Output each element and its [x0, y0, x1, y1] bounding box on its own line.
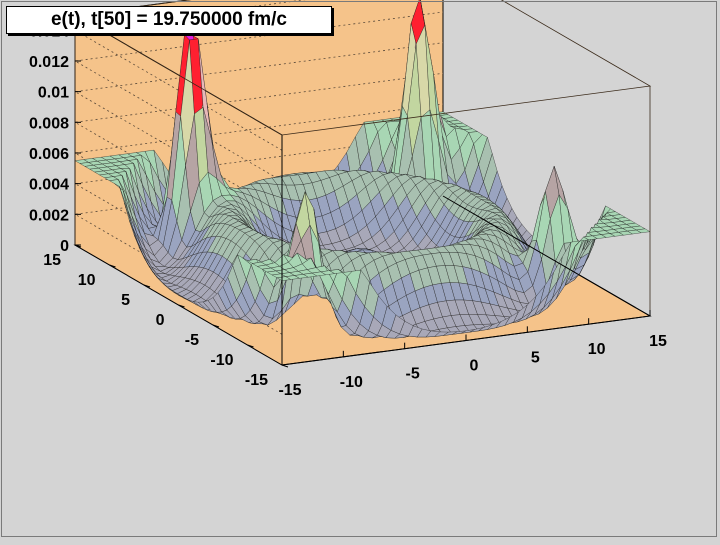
x-tick-label: -10 — [340, 374, 363, 391]
axis-ticks: 00.0020.0040.0060.0080.010.0120.014-15-1… — [29, 23, 667, 399]
z-gridline — [73, 42, 444, 213]
x-tick-label: -5 — [406, 366, 420, 383]
z-gridline — [73, 134, 444, 305]
y-tick-mark — [178, 304, 185, 308]
y-tick-label: 5 — [121, 292, 130, 309]
x-tick-label: 5 — [531, 349, 540, 366]
y-tick-label: 15 — [43, 252, 61, 269]
y-tick-mark — [109, 264, 116, 268]
y-tick-mark — [74, 244, 82, 248]
y-tick-label: -10 — [210, 352, 233, 369]
z-gridline — [73, 72, 444, 243]
z-tick-label: 0.006 — [29, 146, 69, 163]
y-tick-mark — [247, 344, 254, 348]
y-tick-label: -5 — [185, 332, 199, 349]
y-tick-label: 10 — [78, 272, 96, 289]
x-tick-label: 0 — [470, 358, 479, 375]
y-tick-mark — [143, 284, 151, 288]
z-tick-label: 0.01 — [38, 85, 69, 102]
x-tick-label: 15 — [649, 333, 667, 350]
surface-cell — [635, 228, 651, 234]
y-tick-mark — [281, 364, 289, 368]
z-tick-label: 0 — [60, 238, 69, 255]
y-tick-label: 0 — [156, 312, 165, 329]
top-outline — [73, 0, 652, 136]
title-box: e(t), t[50] = 19.750000 fm/c — [6, 6, 332, 34]
y-tick-mark — [212, 324, 220, 328]
energy-density-surface — [74, 0, 651, 339]
chart-title: e(t), t[50] = 19.750000 fm/c — [50, 9, 288, 30]
z-tick-label: 0.008 — [29, 115, 69, 132]
y-tick-label: -15 — [245, 372, 268, 389]
z-tick-label: 0.002 — [29, 207, 69, 224]
z-tick-label: 0.012 — [29, 54, 69, 71]
z-tick-label: 0.004 — [29, 177, 69, 194]
x-tick-label: -15 — [278, 382, 301, 399]
x-tick-label: 10 — [588, 341, 606, 358]
z-gridline — [73, 103, 444, 274]
